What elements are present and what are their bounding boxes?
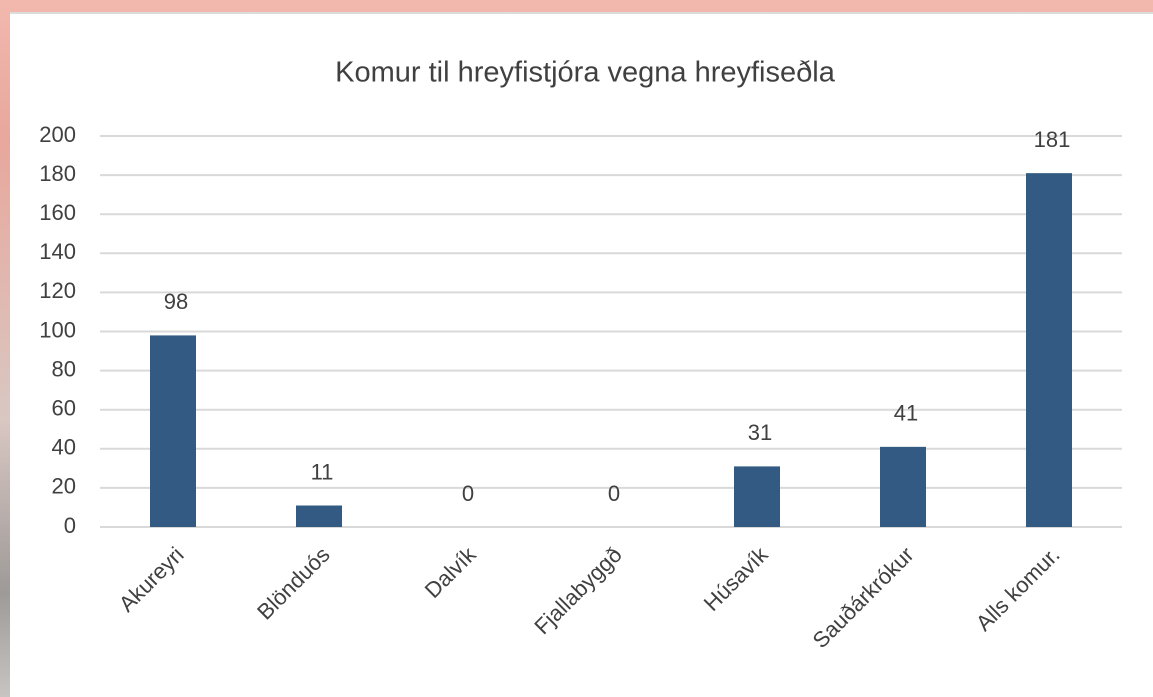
y-tick-label: 20 xyxy=(52,474,76,499)
y-tick-label: 0 xyxy=(64,513,76,538)
y-tick-label: 200 xyxy=(39,122,76,147)
y-tick-label: 160 xyxy=(39,200,76,225)
bar xyxy=(1026,173,1072,527)
data-label: 181 xyxy=(1034,127,1071,152)
data-label: 11 xyxy=(311,459,334,484)
data-label: 0 xyxy=(462,481,474,506)
x-tick-label: Blönduós xyxy=(252,542,335,625)
y-tick-label: 80 xyxy=(52,356,76,381)
x-tick-label: Sauðárkrókur xyxy=(808,542,919,653)
y-tick-label: 100 xyxy=(39,317,76,342)
y-tick-label: 120 xyxy=(39,278,76,303)
x-tick-label: Alls komur. xyxy=(971,542,1065,636)
bar xyxy=(296,505,342,527)
chart-title: Komur til hreyfistjóra vegna hreyfiseðla xyxy=(335,57,836,89)
chart: Komur til hreyfistjóra vegna hreyfiseðla… xyxy=(0,0,1153,697)
x-tick-label: Húsavík xyxy=(699,541,774,616)
y-tick-label: 140 xyxy=(39,239,76,264)
bar xyxy=(734,466,780,527)
y-tick-label: 40 xyxy=(52,435,76,460)
x-tick-label: Fjallabyggð xyxy=(529,542,626,639)
y-tick-label: 60 xyxy=(52,396,76,421)
bar xyxy=(150,335,196,527)
y-tick-label: 180 xyxy=(39,161,76,186)
x-tick-label: Akureyri xyxy=(114,542,189,617)
bar xyxy=(880,447,926,527)
data-label: 41 xyxy=(894,401,918,426)
data-label: 31 xyxy=(748,420,772,445)
page: Komur til hreyfistjóra vegna hreyfiseðla… xyxy=(0,0,1153,697)
x-tick-label: Dalvík xyxy=(420,541,482,603)
data-label: 98 xyxy=(164,289,188,314)
data-label: 0 xyxy=(608,481,620,506)
